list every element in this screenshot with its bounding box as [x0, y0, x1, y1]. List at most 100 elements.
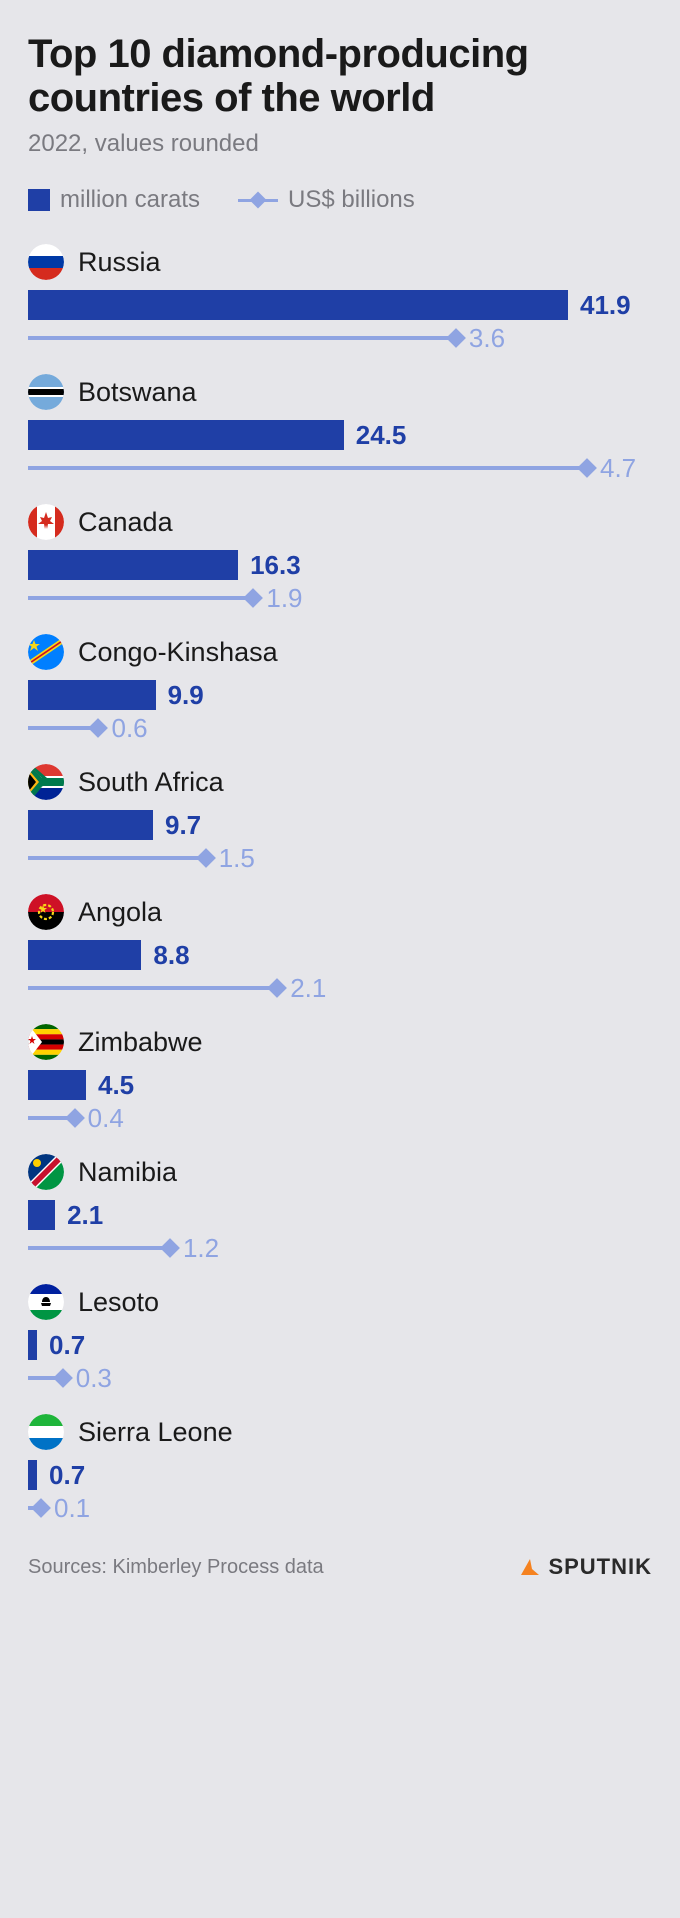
carats-bar-row: 8.8 [28, 940, 652, 970]
carats-bar-row: 9.9 [28, 680, 652, 710]
carats-bar-row: 41.9 [28, 290, 652, 320]
usd-line [28, 726, 99, 730]
country-header: South Africa [28, 764, 652, 800]
usd-line [28, 1246, 171, 1250]
diamond-marker-icon [446, 328, 466, 348]
usd-line-row: 1.2 [28, 1238, 652, 1258]
flag-icon [28, 1154, 64, 1190]
sputnik-logo: SPUTNIK [518, 1554, 652, 1580]
page-title: Top 10 diamond-producing countries of th… [28, 32, 652, 120]
carats-bar-row: 4.5 [28, 1070, 652, 1100]
carats-bar-row: 0.7 [28, 1460, 652, 1490]
country-header: Congo-Kinshasa [28, 634, 652, 670]
legend-line-label: US$ billions [288, 186, 415, 214]
usd-line [28, 1376, 64, 1380]
sources-text: Sources: Kimberley Process data [28, 1556, 324, 1579]
usd-line-row: 0.1 [28, 1498, 652, 1518]
diamond-marker-icon [577, 458, 597, 478]
usd-value: 4.7 [600, 453, 636, 484]
countries-list: Russia 41.9 3.6 Botswana 24.5 4.7 [28, 244, 652, 1518]
country-header: Zimbabwe [28, 1024, 652, 1060]
country-name: Congo-Kinshasa [78, 637, 278, 668]
country-header: Angola [28, 894, 652, 930]
usd-value: 0.6 [111, 713, 147, 744]
diamond-marker-icon [31, 1498, 51, 1518]
usd-line-row: 2.1 [28, 978, 652, 998]
usd-value: 0.1 [54, 1493, 90, 1524]
usd-line [28, 336, 457, 340]
legend-bar-label: million carats [60, 186, 200, 214]
diamond-marker-icon [243, 588, 263, 608]
country-row: Namibia 2.1 1.2 [28, 1154, 652, 1258]
country-name: Russia [78, 247, 161, 278]
usd-line [28, 856, 207, 860]
usd-value: 2.1 [290, 973, 326, 1004]
carats-value: 4.5 [98, 1070, 134, 1101]
usd-value: 1.9 [266, 583, 302, 614]
legend-line-icon [238, 190, 278, 210]
flag-icon [28, 504, 64, 540]
country-row: Lesoto 0.7 0.3 [28, 1284, 652, 1388]
flag-icon [28, 374, 64, 410]
carats-value: 16.3 [250, 550, 301, 581]
sputnik-logo-icon [518, 1555, 542, 1579]
carats-bar [28, 1070, 86, 1100]
usd-value: 0.4 [88, 1103, 124, 1134]
diamond-marker-icon [196, 848, 216, 868]
carats-bar-row: 2.1 [28, 1200, 652, 1230]
carats-value: 24.5 [356, 420, 407, 451]
diamond-marker-icon [65, 1108, 85, 1128]
usd-value: 1.2 [183, 1233, 219, 1264]
flag-icon [28, 1284, 64, 1320]
usd-line [28, 1506, 42, 1510]
usd-value: 3.6 [469, 323, 505, 354]
country-header: Lesoto [28, 1284, 652, 1320]
carats-bar [28, 1200, 55, 1230]
country-header: Canada [28, 504, 652, 540]
usd-line-row: 1.9 [28, 588, 652, 608]
usd-line-row: 0.6 [28, 718, 652, 738]
carats-value: 8.8 [153, 940, 189, 971]
usd-line [28, 596, 254, 600]
usd-value: 1.5 [219, 843, 255, 874]
carats-bar-row: 16.3 [28, 550, 652, 580]
country-name: Botswana [78, 377, 197, 408]
carats-bar [28, 290, 568, 320]
country-row: Sierra Leone 0.7 0.1 [28, 1414, 652, 1518]
usd-line [28, 466, 588, 470]
flag-icon [28, 1414, 64, 1450]
usd-line-row: 0.3 [28, 1368, 652, 1388]
carats-bar [28, 810, 153, 840]
country-row: South Africa 9.7 1.5 [28, 764, 652, 868]
carats-bar-row: 24.5 [28, 420, 652, 450]
diamond-marker-icon [53, 1368, 73, 1388]
country-name: Sierra Leone [78, 1417, 233, 1448]
carats-bar [28, 1460, 37, 1490]
country-name: South Africa [78, 767, 224, 798]
carats-bar-row: 0.7 [28, 1330, 652, 1360]
diamond-marker-icon [160, 1238, 180, 1258]
sputnik-logo-text: SPUTNIK [548, 1554, 652, 1580]
page-subtitle: 2022, values rounded [28, 130, 652, 158]
diamond-marker-icon [89, 718, 109, 738]
footer: Sources: Kimberley Process data SPUTNIK [28, 1546, 652, 1580]
carats-bar-row: 9.7 [28, 810, 652, 840]
carats-value: 41.9 [580, 290, 631, 321]
usd-line-row: 4.7 [28, 458, 652, 478]
usd-line [28, 986, 278, 990]
country-row: Botswana 24.5 4.7 [28, 374, 652, 478]
country-row: Congo-Kinshasa 9.9 0.6 [28, 634, 652, 738]
carats-value: 9.9 [168, 680, 204, 711]
flag-icon [28, 764, 64, 800]
country-row: Canada 16.3 1.9 [28, 504, 652, 608]
country-name: Lesoto [78, 1287, 159, 1318]
country-name: Angola [78, 897, 162, 928]
country-header: Russia [28, 244, 652, 280]
carats-bar [28, 680, 156, 710]
carats-bar [28, 940, 141, 970]
usd-line [28, 1116, 76, 1120]
country-name: Canada [78, 507, 173, 538]
country-name: Namibia [78, 1157, 177, 1188]
country-header: Sierra Leone [28, 1414, 652, 1450]
country-row: Angola 8.8 2.1 [28, 894, 652, 998]
